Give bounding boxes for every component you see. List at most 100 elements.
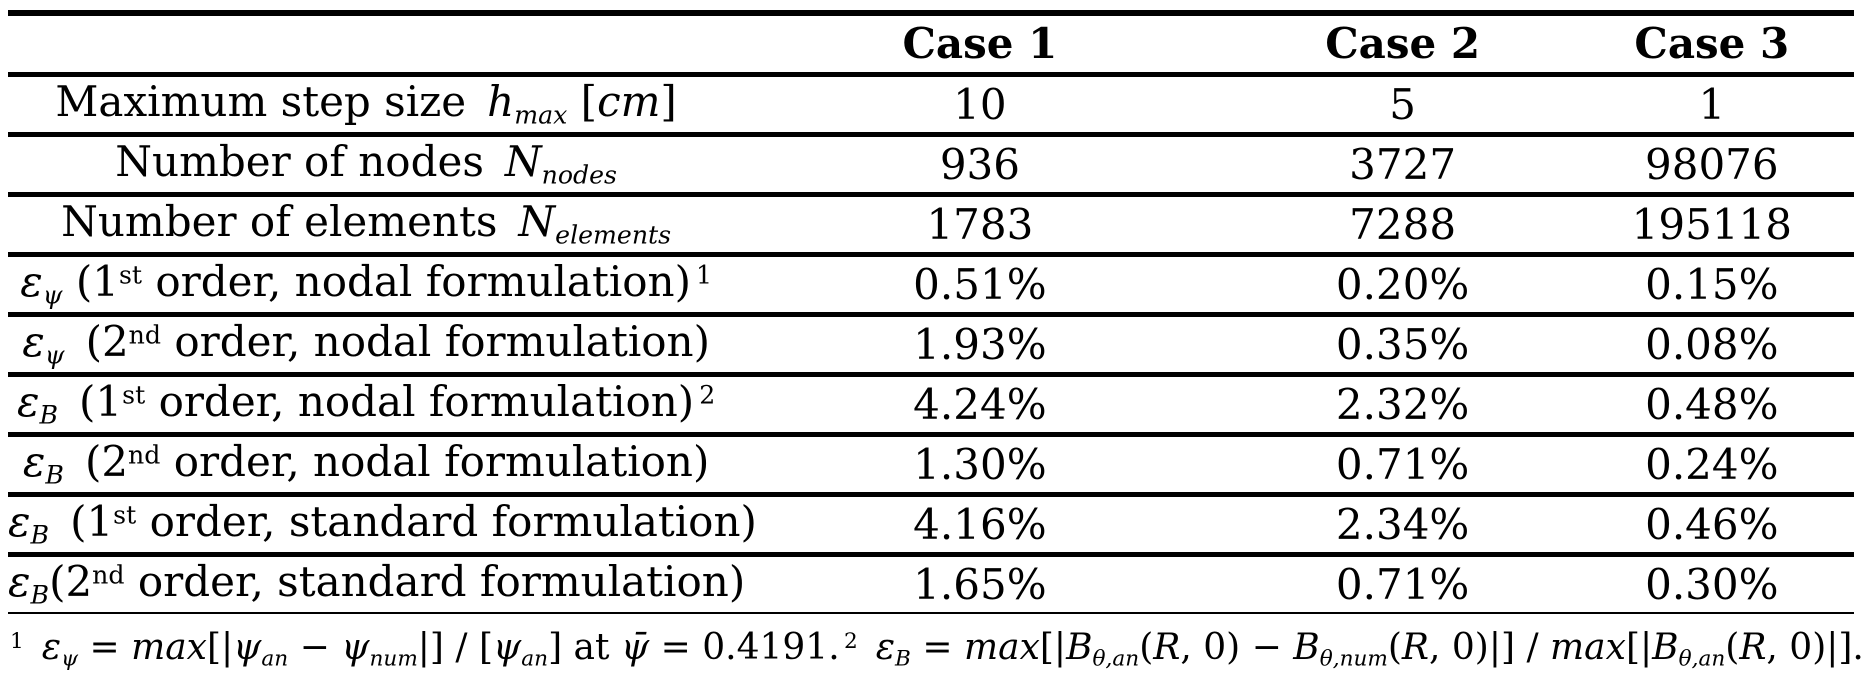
row-5-label-seg-0: ε [16,377,40,427]
row-0-label-seg-1: h [487,77,515,127]
footnote-seg-40: R [1739,627,1767,668]
row-7-value-case-3: 0.46% [1645,499,1779,549]
footnote-seg-24: [| [1039,627,1067,668]
row-5-label-seg-3: st [122,380,146,410]
row-0-value-case-2: 5 [1389,79,1416,129]
row-3-label-seg-3: st [118,260,143,290]
footnote-seg-11: num [369,646,418,672]
row-6-label-seg-2: (2 [63,437,129,487]
row-3-value-case-2: 0.20% [1335,259,1470,309]
footnote-seg-2: ε [41,627,62,668]
footnote-seg-3: ψ [61,646,79,672]
table-footnote: 1 εψ = max[|ψan − ψnum|] / [ψan] at ψ̄ =… [8,614,1862,672]
row-2-value-case-2: 7288 [1349,199,1457,249]
row-2-label-seg-0: Number of elements [61,197,519,247]
row-0-value-case-1: 10 [953,79,1007,129]
row-separator-rule [8,492,1854,497]
row-4-label-seg-3: nd [128,320,162,350]
table-row-0: Maximum step size hmax [cm] 10 5 1 [8,77,1854,132]
row-4-value-case-2: 0.35% [1335,319,1470,369]
footnote-seg-22: = [910,627,964,668]
footnote-seg-8: an [261,646,289,672]
row-separator-rule [8,192,1854,197]
footnote-seg-37: B [1652,627,1679,668]
header-case-1: Case 1 [902,19,1058,68]
row-6-label-seg-3: nd [128,440,161,470]
row-7-label: εB (1st order, standard formulation) [8,501,757,550]
row-separator-rule [8,552,1854,557]
row-5-value-case-1: 4.24% [913,379,1047,429]
row-7-value-case-1: 4.16% [913,499,1047,549]
row-6-label-seg-1: B [45,460,64,490]
footnote-seg-39: ( [1725,627,1740,668]
row-separator-rule [8,372,1854,377]
row-8-value-case-2: 0.71% [1335,559,1470,609]
row-6-value-case-3: 0.24% [1645,439,1779,489]
header-separator-rule [8,72,1854,77]
row-8-label: εB(2nd order, standard formulation) [8,560,745,610]
row-0-value-case-3: 1 [1698,79,1726,129]
row-1-label-seg-1: N [504,137,542,187]
row-2-label-seg-1: N [518,197,556,247]
footnote-seg-13: ψ [493,627,522,668]
row-7-label-seg-4: order, standard formulation) [136,497,757,547]
footnote-seg-32: ( [1387,627,1402,668]
row-separator-rule [8,132,1854,137]
footnote-seg-38: θ,an [1678,646,1726,672]
footnote-seg-21: B [895,646,911,672]
table-header-row: Case 1 Case 2 Case 3 [8,16,1854,72]
footnote-seg-16: ψ̄ [620,627,650,668]
row-7-label-seg-1: B [30,520,50,550]
row-3-label-seg-2: (1 [62,257,119,307]
row-1-value-case-3: 98076 [1645,139,1779,189]
footnote-seg-41: , 0)|]. [1766,627,1862,668]
row-0-label-seg-2: max [514,100,568,130]
table-row-7: εB (1st order, standard formulation) 4.16… [8,497,1854,552]
footnote-separator-rule [8,612,1854,614]
row-6-label-seg-0: ε [22,437,46,487]
footnote-seg-6: [| [206,627,234,668]
row-5-label-seg-2: (1 [58,377,123,427]
footnote-seg-12: |] / [ [417,627,494,668]
footnote-seg-5: max [131,627,207,668]
footnote-seg-14: an [521,646,549,672]
table-top-rule [8,10,1854,16]
footnote-seg-28: R [1153,627,1181,668]
header-case-3: Case 3 [1634,19,1790,68]
row-2-label-seg-2: elements [555,220,672,250]
table-body: Maximum step size hmax [cm] 10 5 1 Number of… [0,77,1862,612]
row-5-value-case-3: 0.48% [1645,379,1779,429]
footnote-seg-4: = [78,627,132,668]
footnote-seg-17: = 0.4191. [649,627,840,668]
footnote-seg-20: ε [875,627,896,668]
footnote-seg-30: B [1293,627,1320,668]
row-3-value-case-1: 0.51% [913,259,1047,309]
row-8-label-seg-1: B [30,580,50,610]
row-5-label: εB (1st order, nodal formulation) 2 [8,381,724,428]
row-5-label-seg-5: 2 [694,380,716,410]
row-6-value-case-2: 0.71% [1335,439,1470,489]
row-8-value-case-3: 0.30% [1645,559,1779,609]
footnote-seg-23: max [963,627,1040,668]
row-8-label-seg-3: nd [92,560,125,590]
row-8-label-seg-2: (2 [49,557,93,607]
footnote-seg-0: 1 [10,629,24,655]
footnote-seg-33: R [1401,627,1430,668]
row-4-label-seg-0: ε [22,317,45,367]
table-row-3: εψ (1st order, nodal formulation) 1 0.51%… [8,257,1854,312]
row-1-value-case-2: 3727 [1349,139,1457,189]
row-1-label: Number of nodes Nnodes [8,141,724,188]
row-5-label-seg-4: order, nodal formulation) [145,377,695,427]
row-8-label-seg-4: order, standard formulation) [124,557,746,607]
row-6-label: εB (2nd order, nodal formulation) [8,441,724,488]
row-4-label: εψ (2nd order, nodal formulation) [8,321,724,368]
row-3-label-seg-0: ε [20,257,43,307]
table-row-6: εB (2nd order, nodal formulation) 1.30% 0.… [8,437,1854,492]
row-1-value-case-1: 936 [939,139,1020,189]
row-4-value-case-3: 0.08% [1645,319,1779,369]
footnote-seg-29: , 0) − [1180,627,1294,668]
footnote-seg-15: ] at [548,627,621,668]
row-4-label-seg-2: (2 [64,317,129,367]
row-4-label-seg-1: ψ [44,340,65,370]
